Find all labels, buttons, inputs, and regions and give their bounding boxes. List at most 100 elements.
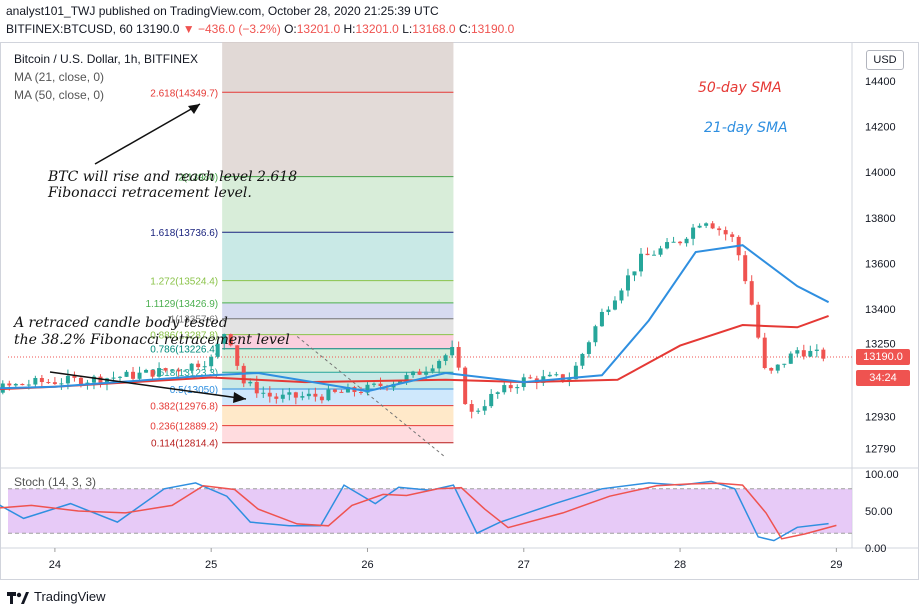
candle-body bbox=[261, 392, 266, 394]
candle-body bbox=[528, 377, 533, 379]
tradingview-brand[interactable]: TradingView bbox=[34, 589, 106, 604]
candle-body bbox=[98, 376, 103, 384]
candle-body bbox=[33, 378, 38, 385]
candle-body bbox=[157, 368, 162, 377]
candle-body bbox=[619, 290, 624, 301]
chart-legend-title: Bitcoin / U.S. Dollar, 1h, BITFINEX bbox=[14, 52, 199, 66]
candle-body bbox=[111, 377, 116, 379]
candle-body bbox=[717, 228, 722, 231]
candle-body bbox=[450, 347, 455, 356]
countdown-tag: 34:24 bbox=[856, 370, 910, 386]
fib-band-6 bbox=[222, 334, 454, 349]
high-value: 13201.0 bbox=[355, 22, 399, 36]
candle-body bbox=[254, 381, 259, 394]
stoch-d-line bbox=[0, 482, 837, 540]
candles-group bbox=[0, 221, 826, 419]
legend-ma21[interactable]: MA (21, close, 0) bbox=[14, 70, 105, 84]
candle-body bbox=[808, 350, 813, 357]
annotation-target-line1: BTC will rise and reach level 2.618 bbox=[48, 169, 298, 185]
candle-body bbox=[495, 392, 500, 394]
annotation-retrace-line1: A retraced candle body tested bbox=[14, 315, 228, 331]
time-tick-4: 28 bbox=[674, 559, 686, 571]
candle-body bbox=[573, 365, 578, 380]
candle-body bbox=[814, 349, 819, 351]
fib-label-10: 0.382(12976.8) bbox=[150, 402, 218, 413]
candle-body bbox=[645, 253, 650, 256]
candle-body bbox=[476, 410, 481, 412]
price-tick-0: 12790 bbox=[865, 443, 896, 455]
legend-ma50[interactable]: MA (50, close, 0) bbox=[14, 88, 105, 102]
fib-label-8: 0.618(13123.3) bbox=[150, 368, 218, 379]
candle-body bbox=[46, 382, 51, 384]
candle-body bbox=[775, 364, 780, 371]
candle-body bbox=[104, 378, 109, 384]
fib-label-7: 0.786(13226.4) bbox=[150, 345, 218, 356]
fib-band-10 bbox=[222, 405, 454, 426]
candle-body bbox=[684, 238, 689, 244]
candle-body bbox=[124, 371, 129, 377]
fib-label-6: 0.886(13287.8) bbox=[150, 331, 218, 342]
candle-body bbox=[183, 370, 188, 372]
chart-canvas[interactable]: 2.618(14349.7) 2(13980) 1.618(13736.6) 1.27… bbox=[0, 42, 919, 580]
candle-body bbox=[228, 334, 233, 346]
candle-body bbox=[482, 406, 487, 411]
fib-label-0: 2.618(14349.7) bbox=[150, 88, 218, 99]
candle-body bbox=[398, 381, 403, 384]
chart-area[interactable]: 2.618(14349.7) 2(13980) 1.618(13736.6) 1.27… bbox=[0, 42, 919, 580]
candle-body bbox=[235, 345, 240, 366]
high-label: H: bbox=[343, 22, 356, 36]
candle-body bbox=[756, 304, 761, 338]
time-tick-2: 26 bbox=[361, 559, 373, 571]
sma21-label: 21-day SMA bbox=[704, 120, 788, 136]
symbol-label: BITFINEX:BTCUSD, 60 bbox=[6, 22, 133, 36]
candle-body bbox=[632, 271, 637, 276]
candle-body bbox=[306, 393, 311, 397]
candle-body bbox=[430, 368, 435, 372]
candle-body bbox=[593, 326, 598, 343]
candle-body bbox=[691, 227, 696, 239]
candle-body bbox=[502, 385, 507, 393]
candle-body bbox=[730, 234, 735, 237]
annotation-target-line2: Fibonacci retracement level. bbox=[48, 185, 252, 201]
low-label: L: bbox=[402, 22, 413, 36]
low-value: 13168.0 bbox=[412, 22, 456, 36]
candle-body bbox=[567, 379, 572, 381]
fib-label-9: 0.5(13050) bbox=[170, 385, 218, 396]
price-tick-1: 12930 bbox=[865, 411, 896, 423]
fib-label-3: 1.272(13524.4) bbox=[150, 277, 218, 288]
candle-body bbox=[769, 368, 774, 371]
candle-body bbox=[345, 387, 350, 393]
last-price-tag: 13190.0 bbox=[856, 349, 910, 365]
price-tick-4: 13600 bbox=[865, 258, 896, 270]
fib-label-5: 1(13357.6) bbox=[170, 315, 218, 326]
annotation-retrace-line2: the 38.2% Fibonacci retracement level bbox=[14, 332, 290, 348]
currency-button[interactable]: USD bbox=[866, 50, 904, 70]
open-value: 13201.0 bbox=[296, 22, 341, 36]
candle-body bbox=[469, 404, 474, 412]
time-tick-0: 24 bbox=[49, 559, 61, 571]
annotation-arrowhead-1 bbox=[188, 104, 200, 114]
candle-body bbox=[417, 371, 422, 375]
candle-body bbox=[743, 255, 748, 282]
candle-body bbox=[222, 334, 227, 344]
fib-band-4 bbox=[222, 302, 454, 319]
candle-body bbox=[411, 371, 416, 376]
candle-body bbox=[658, 248, 663, 255]
candle-body bbox=[782, 363, 787, 365]
candle-body bbox=[202, 366, 207, 368]
candle-body bbox=[378, 383, 383, 387]
fib-band-0 bbox=[222, 92, 454, 177]
candle-body bbox=[26, 384, 31, 386]
candle-body bbox=[91, 376, 96, 383]
candle-body bbox=[196, 363, 201, 368]
candle-body bbox=[456, 347, 461, 368]
sma21-line bbox=[0, 244, 830, 393]
candle-body bbox=[404, 375, 409, 382]
time-tick-5: 29 bbox=[830, 559, 842, 571]
candle-body bbox=[710, 223, 715, 229]
candle-body bbox=[72, 375, 77, 378]
candle-body bbox=[144, 369, 149, 373]
candle-body bbox=[358, 391, 363, 393]
candle-body bbox=[137, 372, 142, 379]
candle-body bbox=[313, 393, 318, 397]
